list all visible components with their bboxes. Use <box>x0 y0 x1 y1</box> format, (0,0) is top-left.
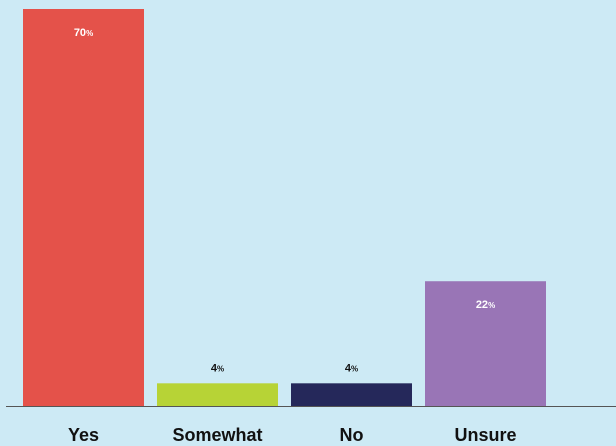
value-labels-layer: 70% 4% 4% 22% <box>74 27 495 374</box>
bar-no <box>291 383 412 406</box>
category-label-no: No <box>340 425 364 445</box>
bar-yes <box>23 9 144 406</box>
bars-layer <box>23 9 546 406</box>
category-label-yes: Yes <box>68 425 99 445</box>
value-label-no: 4% <box>345 362 358 374</box>
category-labels-layer: Yes Somewhat No Unsure <box>68 425 517 445</box>
category-label-unsure: Unsure <box>454 425 516 445</box>
bar-somewhat <box>157 383 278 406</box>
value-label-unsure: 22% <box>476 299 495 311</box>
value-label-yes: 70% <box>74 27 93 39</box>
value-label-somewhat: 4% <box>211 362 224 374</box>
category-label-somewhat: Somewhat <box>172 425 262 445</box>
bar-unsure <box>425 281 546 406</box>
